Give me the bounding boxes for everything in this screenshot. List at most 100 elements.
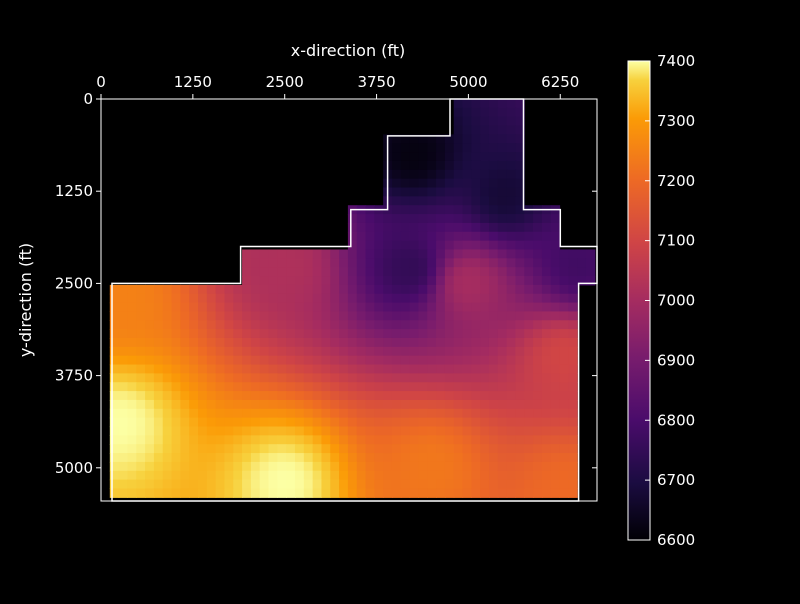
heatmap-cell <box>224 444 234 454</box>
heatmap-cell <box>585 276 596 286</box>
heatmap-cell <box>180 479 190 490</box>
heatmap-cell <box>242 346 252 357</box>
heatmap-cell <box>541 329 552 339</box>
heatmap-cell <box>480 240 490 251</box>
heatmap-cell <box>462 293 472 304</box>
heatmap-cell <box>427 134 437 144</box>
heatmap-cell <box>444 284 455 295</box>
heatmap-cell <box>294 444 305 454</box>
heatmap-cell <box>559 399 569 410</box>
heatmap-cell <box>198 391 208 401</box>
heatmap-cell <box>471 125 481 135</box>
heatmap-cell <box>153 391 164 401</box>
heatmap-cell <box>480 178 490 189</box>
heatmap-cell <box>515 249 525 259</box>
heatmap-cell <box>303 391 314 401</box>
heatmap-cell <box>453 187 464 197</box>
heatmap-cell <box>356 399 367 410</box>
heatmap-cell <box>303 258 314 268</box>
heatmap-cell <box>515 311 525 321</box>
heatmap-cell <box>427 152 437 162</box>
heatmap-cell <box>365 231 375 242</box>
heatmap-cell <box>497 382 508 392</box>
heatmap-cell <box>356 214 367 224</box>
heatmap-cell <box>339 435 349 445</box>
heatmap-cell <box>391 187 402 197</box>
heatmap-cell <box>515 391 525 401</box>
heatmap-cell <box>436 364 446 374</box>
heatmap-cell <box>180 408 190 419</box>
heatmap-cell <box>365 435 375 445</box>
heatmap-cell <box>515 329 525 339</box>
colorbar-tick-label: 7200 <box>657 172 695 190</box>
heatmap-cell <box>330 320 340 330</box>
heatmap-cell <box>145 355 155 366</box>
heatmap-cell <box>506 187 517 197</box>
heatmap-cell <box>506 355 517 366</box>
heatmap-cell <box>171 284 181 295</box>
heatmap-cell <box>224 382 234 392</box>
heatmap-cell <box>480 258 490 268</box>
heatmap-cell <box>321 311 331 321</box>
heatmap-cell <box>109 284 120 295</box>
heatmap-cell <box>330 311 340 321</box>
heatmap-cell <box>427 231 437 242</box>
heatmap-cell <box>189 399 199 410</box>
heatmap-cell <box>303 329 314 339</box>
heatmap-cell <box>145 391 155 401</box>
heatmap-cell <box>383 284 393 295</box>
heatmap-cell <box>242 426 252 436</box>
heatmap-cell <box>427 329 437 339</box>
heatmap-cell <box>488 152 499 162</box>
heatmap-cell <box>233 302 243 313</box>
heatmap-cell <box>330 391 340 401</box>
heatmap-cell <box>391 444 402 454</box>
heatmap-cell <box>568 435 578 445</box>
heatmap-cell <box>400 364 411 374</box>
heatmap-cell <box>312 355 323 366</box>
heatmap-cell <box>171 364 181 374</box>
heatmap-cell <box>303 276 314 286</box>
heatmap-cell <box>400 373 411 383</box>
heatmap-cell <box>497 355 508 366</box>
heatmap-cell <box>418 488 428 498</box>
heatmap-cell <box>136 453 146 463</box>
heatmap-cell <box>242 337 252 348</box>
heatmap-cell <box>250 249 261 259</box>
heatmap-cell <box>180 391 190 401</box>
heatmap-cell <box>233 426 243 436</box>
heatmap-cell <box>444 196 455 206</box>
heatmap-cell <box>259 249 270 259</box>
heatmap-cell <box>153 346 164 357</box>
heatmap-cell <box>339 408 349 419</box>
heatmap-cell <box>515 355 525 366</box>
heatmap-cell <box>303 408 314 419</box>
heatmap-cell <box>171 461 181 472</box>
heatmap-cell <box>356 470 367 481</box>
heatmap-cell <box>577 267 587 277</box>
heatmap-cell <box>471 293 481 304</box>
heatmap-cell <box>418 240 428 251</box>
heatmap-cell <box>444 311 455 321</box>
heatmap-cell <box>339 311 349 321</box>
heatmap-cell <box>480 488 490 498</box>
heatmap-cell <box>444 302 455 313</box>
heatmap-cell <box>533 276 543 286</box>
heatmap-cell <box>515 302 525 313</box>
heatmap-cell <box>453 293 464 304</box>
heatmap-cell <box>488 382 499 392</box>
heatmap-cell <box>189 284 199 295</box>
heatmap-cell <box>189 320 199 330</box>
heatmap-cell <box>436 152 446 162</box>
heatmap-cell <box>391 373 402 383</box>
heatmap-cell <box>383 479 393 490</box>
heatmap-cell <box>409 479 420 490</box>
heatmap-cell <box>330 293 340 304</box>
heatmap-cell <box>109 426 120 436</box>
heatmap-cell <box>471 178 481 189</box>
heatmap-cell <box>206 444 217 454</box>
heatmap-cell <box>294 488 305 498</box>
heatmap-cell <box>162 417 173 428</box>
heatmap-cell <box>409 160 420 171</box>
heatmap-cell <box>418 373 428 383</box>
